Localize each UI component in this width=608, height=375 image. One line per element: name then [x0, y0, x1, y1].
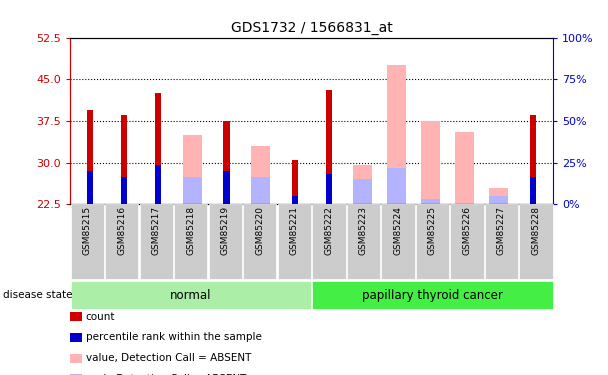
- Text: count: count: [86, 312, 116, 322]
- Text: GSM85225: GSM85225: [428, 206, 437, 255]
- Text: normal: normal: [170, 289, 212, 302]
- Bar: [353, 165, 372, 204]
- Bar: [387, 168, 406, 204]
- Bar: [325, 90, 332, 204]
- Text: GSM85227: GSM85227: [497, 206, 506, 255]
- Text: percentile rank within the sample: percentile rank within the sample: [86, 333, 261, 342]
- Bar: [223, 171, 230, 204]
- Bar: [489, 188, 508, 204]
- Bar: [421, 199, 440, 204]
- Bar: [156, 165, 162, 204]
- Text: GSM85216: GSM85216: [117, 206, 126, 255]
- Bar: [530, 116, 536, 204]
- Bar: [353, 179, 372, 204]
- Text: GSM85215: GSM85215: [83, 206, 92, 255]
- Text: rank, Detection Call = ABSENT: rank, Detection Call = ABSENT: [86, 374, 246, 375]
- Text: GSM85221: GSM85221: [290, 206, 299, 255]
- Text: disease state: disease state: [3, 290, 72, 300]
- Text: GSM85228: GSM85228: [531, 206, 541, 255]
- Bar: [387, 65, 406, 204]
- Text: GSM85220: GSM85220: [255, 206, 264, 255]
- Bar: [183, 177, 202, 204]
- Bar: [291, 196, 298, 204]
- Text: GSM85226: GSM85226: [463, 206, 471, 255]
- Polygon shape: [77, 286, 85, 304]
- Text: GSM85219: GSM85219: [221, 206, 230, 255]
- Text: GSM85222: GSM85222: [324, 206, 333, 255]
- Bar: [183, 135, 202, 204]
- Bar: [421, 121, 440, 204]
- Bar: [291, 160, 298, 204]
- Bar: [88, 110, 94, 204]
- Text: GSM85217: GSM85217: [152, 206, 161, 255]
- Bar: [88, 171, 94, 204]
- Bar: [455, 132, 474, 204]
- Bar: [251, 177, 270, 204]
- Bar: [251, 146, 270, 204]
- Text: papillary thyroid cancer: papillary thyroid cancer: [362, 289, 503, 302]
- Text: GSM85223: GSM85223: [359, 206, 368, 255]
- Text: GSM85224: GSM85224: [393, 206, 402, 255]
- Text: value, Detection Call = ABSENT: value, Detection Call = ABSENT: [86, 353, 251, 363]
- Title: GDS1732 / 1566831_at: GDS1732 / 1566831_at: [230, 21, 393, 35]
- Bar: [489, 196, 508, 204]
- Text: GSM85218: GSM85218: [186, 206, 195, 255]
- Bar: [530, 177, 536, 204]
- Bar: [325, 174, 332, 204]
- Bar: [156, 93, 162, 204]
- Bar: [122, 116, 128, 204]
- Bar: [223, 121, 230, 204]
- Bar: [122, 177, 128, 204]
